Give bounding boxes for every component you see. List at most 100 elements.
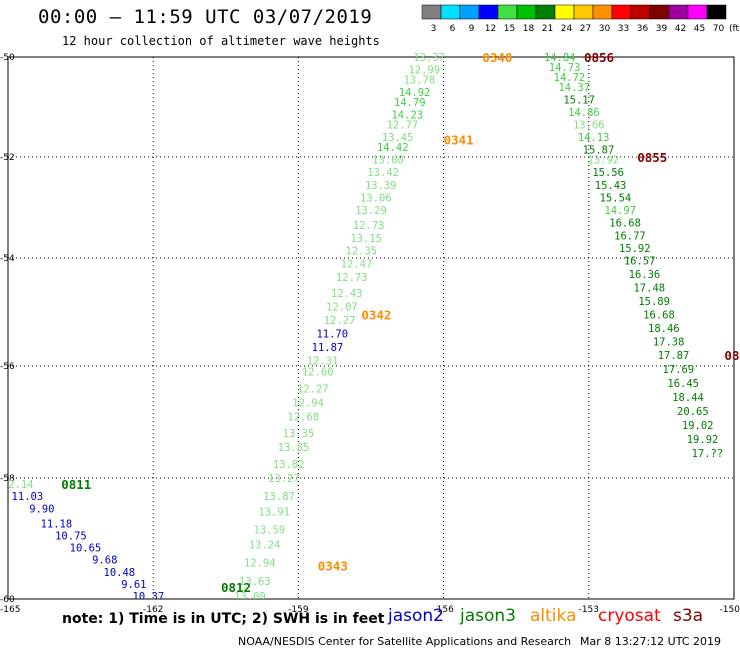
colorbar-label: 9 (469, 24, 475, 34)
wave-height-value: 14.37 (558, 82, 590, 94)
wave-height-value: 14.86 (568, 107, 600, 119)
pass-time-label: 0341 (444, 133, 474, 148)
wave-height-value: 13.92 (588, 155, 620, 167)
wave-height-value: 14.23 (391, 110, 423, 122)
wave-height-value: 13.87 (263, 491, 295, 503)
longitude-label: -165 (0, 605, 20, 615)
wave-height-value: 12.68 (287, 411, 319, 423)
wave-height-value: 12.47 (341, 258, 373, 270)
map-title: 00:00 – 11:59 UTC 03/07/2019 (38, 6, 373, 28)
wave-height-value: 11.18 (41, 518, 73, 530)
longitude-label: -150 (720, 605, 740, 615)
longitude-label: -159 (288, 605, 309, 615)
wave-height-value: 17.69 (663, 364, 695, 376)
wave-height-value: 12.43 (331, 288, 363, 300)
latitude-label: -58 (0, 474, 15, 484)
colorbar-label: 30 (599, 24, 611, 34)
wave-height-value: 13.63 (239, 576, 271, 588)
wave-height-value: 14.72 (554, 72, 586, 84)
wave-height-value: 15.92 (619, 243, 651, 255)
wave-height-value: 12.73 (336, 272, 368, 284)
wave-height-value: 10.48 (104, 567, 136, 579)
wave-height-value: 14.79 (394, 97, 426, 109)
colorbar-unit: (ft) (729, 24, 740, 34)
wave-height-value: 20.65 (677, 406, 709, 418)
latitude-label: -52 (0, 153, 15, 163)
colorbar-label: 42 (675, 24, 686, 34)
latitude-label: -60 (0, 595, 15, 605)
wave-height-value: 13.45 (382, 132, 414, 144)
colorbar-label: 27 (580, 24, 591, 34)
colorbar-label: 21 (542, 24, 553, 34)
wave-height-value: 15.54 (600, 192, 632, 204)
wave-height-value: 12.73 (353, 220, 385, 232)
wave-height-value: 10.75 (55, 530, 87, 542)
wave-height-value: 17.38 (653, 337, 685, 349)
wave-height-value: 15.17 (563, 95, 595, 107)
wave-height-value: 13.66 (573, 120, 605, 132)
colorbar-label: 39 (656, 24, 668, 34)
map-subtitle: 12 hour collection of altimeter wave hei… (62, 34, 380, 48)
credit-timestamp: Mar 8 13:27:12 UTC 2019 (580, 635, 721, 648)
pass-time-label: 0812 (221, 580, 251, 595)
wave-height-value: 13.85 (278, 442, 310, 454)
wave-height-value: 12.99 (408, 65, 440, 77)
wave-height-value: 16.57 (624, 256, 656, 268)
wave-height-value: 19.92 (687, 434, 719, 446)
colorbar-label: 18 (523, 24, 535, 34)
wave-height-value: 14.97 (604, 205, 636, 217)
wave-height-value: 12.27 (297, 383, 329, 395)
wave-height-value: 13.82 (273, 459, 305, 471)
wave-height-value: 13.29 (355, 205, 387, 217)
wave-height-value: 13.09 (234, 591, 266, 603)
credit-text: NOAA/NESDIS Center for Satellite Applica… (238, 635, 572, 648)
track-layer: 13.3712.9913.7814.9214.7914.2312.7713.45… (8, 50, 740, 650)
wave-height-value: 13.24 (249, 540, 281, 552)
wave-height-value: 13.42 (367, 167, 399, 179)
wave-height-value: 13.37 (413, 52, 445, 64)
wave-height-value: 12.35 (346, 245, 378, 257)
pass-time-label: 0855 (637, 150, 667, 165)
pass-time-label: 0340 (482, 50, 512, 65)
legend-cryosat: cryosat (598, 606, 661, 626)
wave-height-value: 15.43 (595, 180, 627, 192)
colorbar-label: 3 (431, 24, 437, 34)
legend-jason2: jason2 (388, 606, 444, 626)
wave-height-value: 14.92 (399, 87, 431, 99)
wave-height-value: 13.60 (372, 155, 404, 167)
pass-time-label: 0811 (61, 477, 91, 492)
wave-height-value: 16.36 (629, 269, 661, 281)
wave-height-value: 16.68 (643, 310, 675, 322)
wave-height-value: 13.78 (404, 75, 436, 87)
wave-height-value: 14.42 (377, 142, 409, 154)
wave-height-value: 12.64 (191, 639, 223, 650)
wave-height-value: 16.68 (609, 218, 641, 230)
longitude-label: -162 (143, 605, 163, 615)
wave-height-value: 15.56 (592, 167, 624, 179)
colorbar-label: 24 (561, 24, 573, 34)
wave-height-value: 13.15 (350, 233, 382, 245)
wave-height-value: 9.68 (92, 555, 117, 567)
colorbar-label: 70 (713, 24, 725, 34)
wave-height-value: 15.87 (583, 145, 615, 157)
wave-height-value: 19.02 (682, 420, 714, 432)
latitude-label: -54 (0, 254, 15, 264)
wave-height-value: 17.87 (658, 350, 690, 362)
wave-height-value: 9.90 (29, 503, 54, 515)
wave-height-value: 13.39 (365, 180, 397, 192)
latitude-label: -50 (0, 53, 15, 63)
wave-height-value: 10.65 (70, 543, 102, 555)
wave-height-value: 15.89 (638, 296, 670, 308)
longitude-label: -153 (579, 605, 599, 615)
wave-height-value: 14.13 (578, 132, 610, 144)
wave-height-value: 13.27 (268, 473, 300, 485)
pass-time-label: 0343 (318, 559, 348, 574)
wave-height-value: 12.94 (292, 397, 324, 409)
legend-altika: altika (530, 606, 577, 626)
wave-height-value: 11.49 (176, 627, 208, 639)
wave-height-value: 16.45 (667, 378, 699, 390)
longitude-label: -156 (433, 605, 454, 615)
note-text: note: 1) Time is in UTC; 2) SWH is in fe… (62, 611, 385, 627)
